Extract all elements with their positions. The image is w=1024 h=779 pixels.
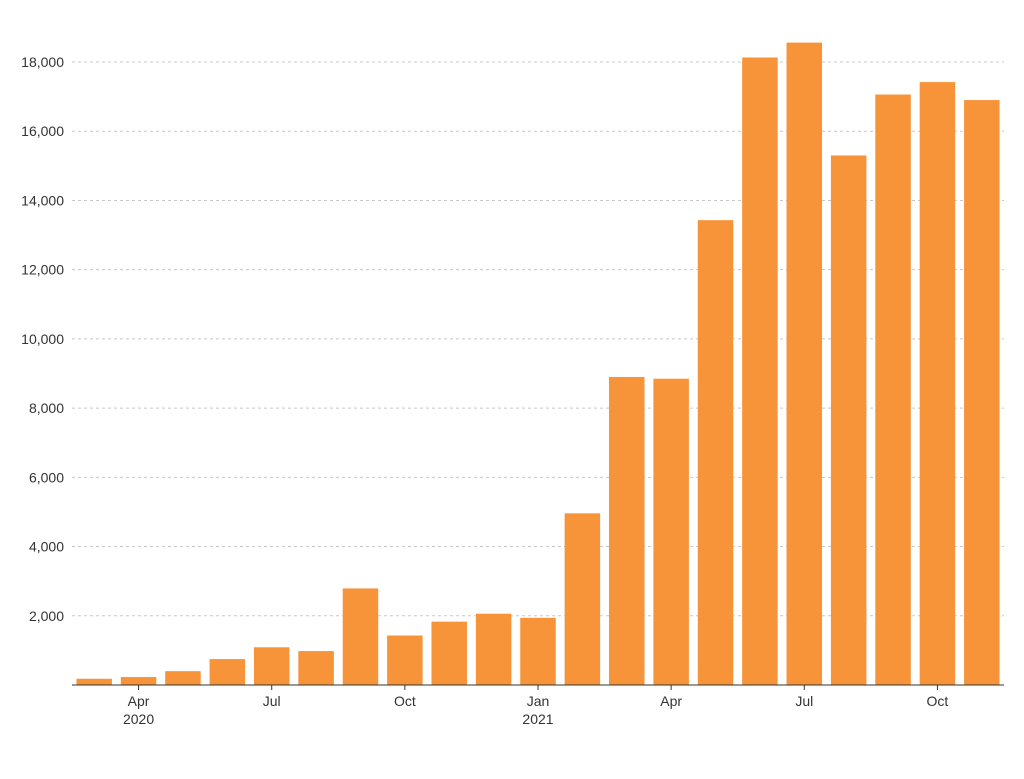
bar xyxy=(830,155,867,685)
x-tick-label: Jul xyxy=(795,693,813,709)
x-tick-label: Oct xyxy=(394,693,416,709)
bar xyxy=(964,100,1000,686)
y-tick-label: 12,000 xyxy=(21,262,64,278)
x-tick-year-label: 2021 xyxy=(522,711,553,727)
bar xyxy=(165,671,201,685)
y-tick-label: 10,000 xyxy=(21,331,64,347)
bar xyxy=(475,613,512,685)
y-tick-label: 8,000 xyxy=(29,400,64,416)
y-tick-label: 6,000 xyxy=(29,469,64,485)
x-tick-label: Jul xyxy=(263,693,281,709)
bar xyxy=(387,635,423,685)
bar xyxy=(564,513,601,685)
y-tick-label: 16,000 xyxy=(21,123,64,139)
bar xyxy=(875,94,911,686)
y-tick-label: 2,000 xyxy=(29,608,64,624)
x-tick-label: Apr xyxy=(660,693,682,709)
bar xyxy=(298,651,334,685)
bar xyxy=(209,659,246,685)
y-tick-label: 4,000 xyxy=(29,539,64,555)
bar xyxy=(919,82,956,685)
bar xyxy=(120,677,157,685)
bar xyxy=(653,378,689,685)
bar xyxy=(76,678,112,685)
x-tick-year-label: 2020 xyxy=(123,711,154,727)
x-tick-label: Oct xyxy=(927,693,949,709)
bar xyxy=(609,376,645,685)
y-tick-label: 18,000 xyxy=(21,54,64,70)
x-tick-label: Jan xyxy=(527,693,550,709)
bar xyxy=(786,42,823,685)
bars xyxy=(76,42,1000,686)
bar xyxy=(253,647,290,685)
bar xyxy=(520,617,556,685)
x-axis-ticks: Apr 2020 Jul Oct Jan 2021 Apr Jul Oct xyxy=(123,685,948,727)
bar xyxy=(342,588,379,685)
x-tick-label: Apr xyxy=(128,693,150,709)
bar xyxy=(697,220,734,685)
y-axis-ticks: 2,000 4,000 6,000 8,000 10,000 12,000 14,000 16… xyxy=(21,54,64,624)
y-tick-label: 14,000 xyxy=(21,192,64,208)
bar xyxy=(742,57,778,686)
bar xyxy=(431,621,467,685)
